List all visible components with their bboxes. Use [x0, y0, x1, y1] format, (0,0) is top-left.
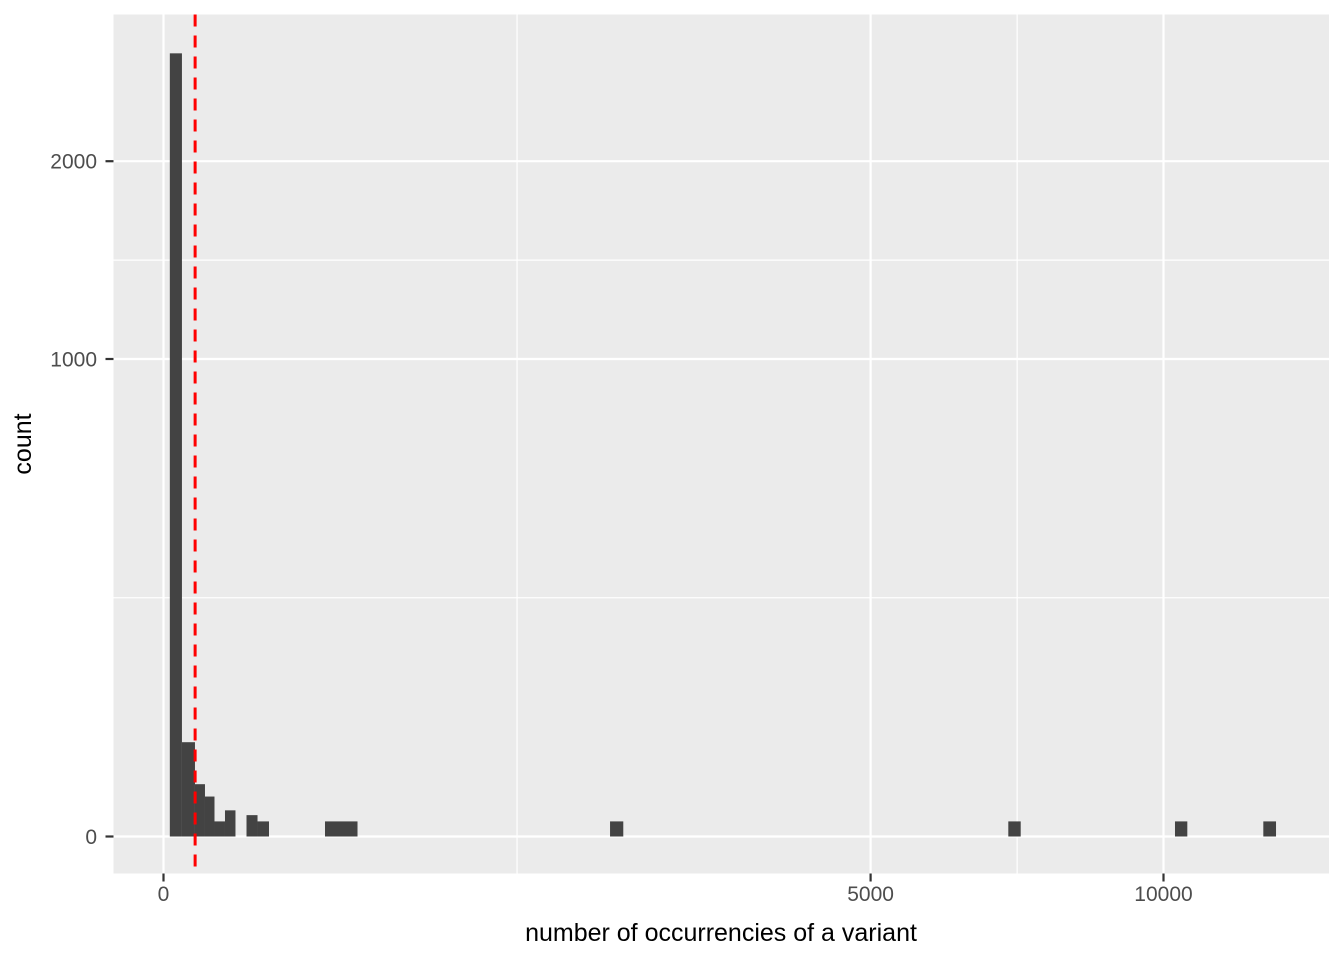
histogram-bar	[257, 821, 269, 837]
histogram-bar	[214, 821, 225, 837]
histogram-bar	[194, 784, 205, 837]
y-axis-title: count	[9, 413, 37, 474]
histogram-bar	[324, 821, 358, 837]
histogram-bar	[204, 796, 215, 837]
y-tick-label: 0	[85, 826, 97, 849]
histogram-bar	[1008, 821, 1021, 837]
x-axis-title: number of occurrencies of a variant	[525, 919, 917, 947]
x-tick-label: 5000	[847, 883, 894, 906]
histogram-bar	[169, 53, 182, 837]
plot-panel	[113, 14, 1329, 874]
x-tick-label: 10000	[1134, 883, 1192, 906]
y-tick-label: 2000	[50, 151, 97, 174]
histogram-bar	[1263, 821, 1277, 837]
x-tick-label: 0	[158, 883, 170, 906]
plot-layer: 0 5000 10000 0 1000 2000	[50, 14, 1329, 906]
y-tick-label: 1000	[50, 348, 97, 371]
histogram-bar	[1174, 821, 1188, 837]
histogram-bar	[610, 821, 624, 837]
histogram-bar	[224, 810, 236, 837]
histogram-bar	[246, 815, 258, 837]
histogram-bar	[181, 742, 195, 837]
